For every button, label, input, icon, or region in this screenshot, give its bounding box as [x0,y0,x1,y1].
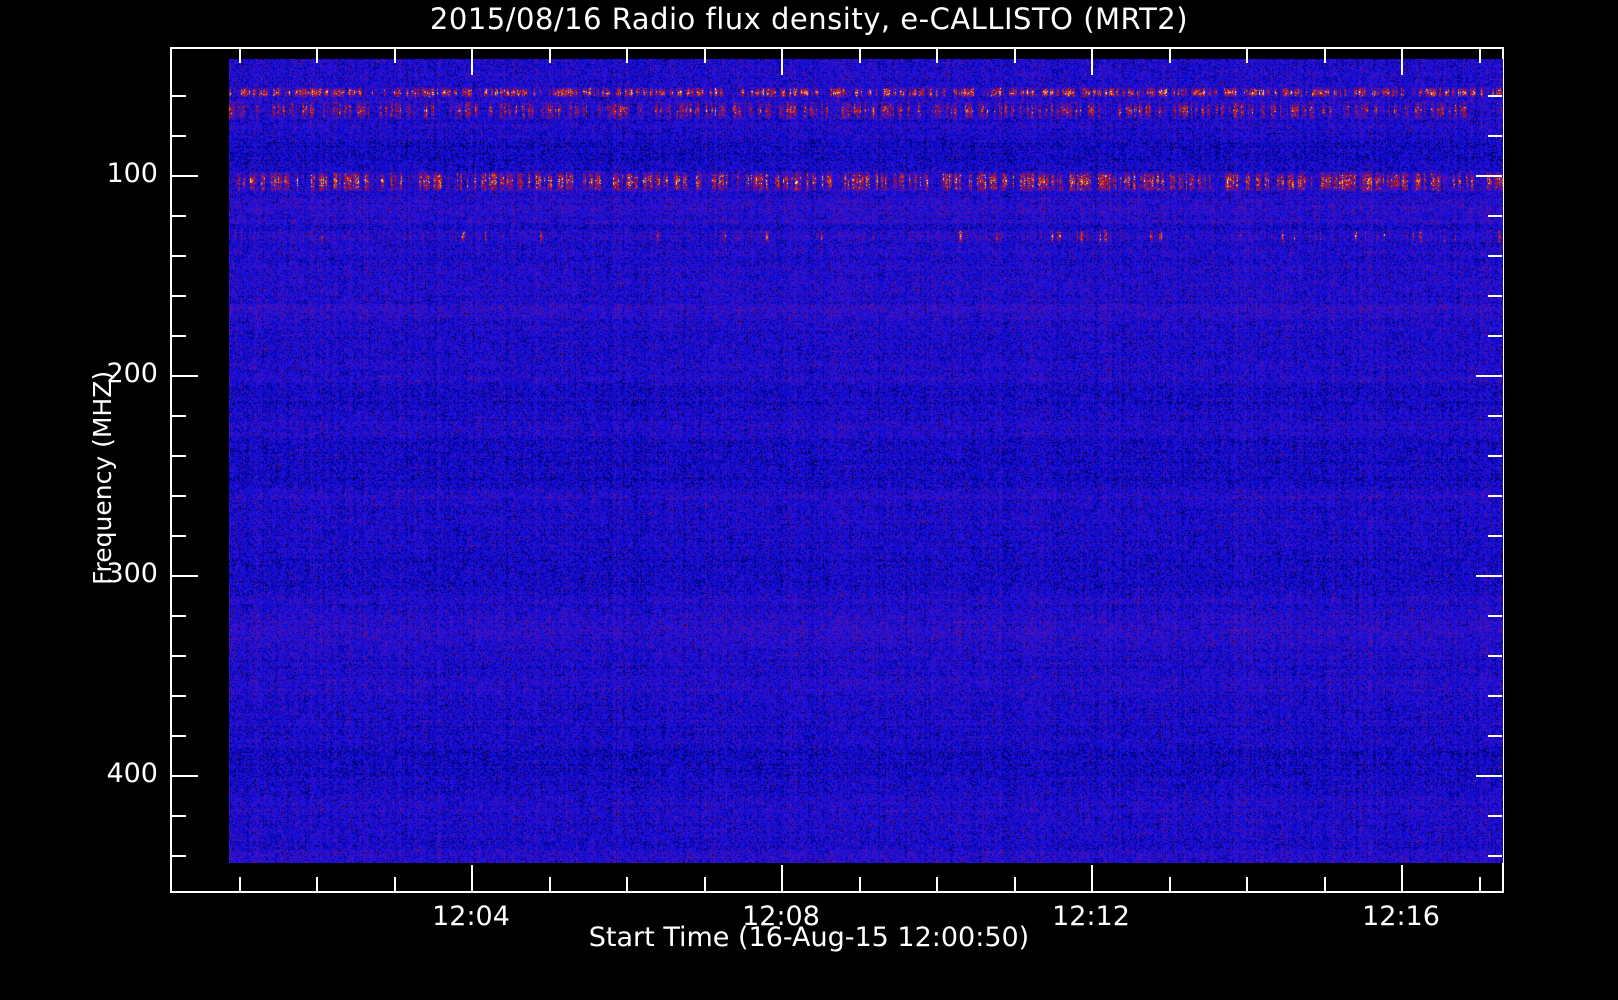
y-minor-tick-right [1488,655,1502,657]
x-minor-tick-top [936,49,938,63]
x-minor-tick [1246,877,1248,891]
y-minor-tick-right [1488,695,1502,697]
x-minor-tick-top [316,49,318,63]
y-tick-label: 100 [106,158,158,189]
y-major-tick-right [1476,375,1502,377]
y-minor-tick-right [1488,535,1502,537]
y-axis-title: Frequency (MHZ) [88,370,117,585]
x-minor-tick [1479,877,1481,891]
y-minor-tick [172,735,186,737]
y-minor-tick-right [1488,735,1502,737]
x-minor-tick-top [1324,49,1326,63]
x-minor-tick-top [1014,49,1016,63]
y-minor-tick [172,335,186,337]
x-minor-tick [239,877,241,891]
y-tick-label: 200 [106,358,158,389]
x-tick-label: 12:16 [1362,901,1440,932]
x-tick-label: 12:04 [432,901,510,932]
x-minor-tick [549,877,551,891]
y-major-tick [172,375,198,377]
y-major-tick [172,575,198,577]
y-tick-label: 400 [106,758,158,789]
x-minor-tick-top [1479,49,1481,63]
y-minor-tick [172,215,186,217]
x-major-tick [1091,865,1093,891]
y-minor-tick [172,455,186,457]
x-major-tick-top [781,49,783,75]
y-minor-tick-right [1488,455,1502,457]
x-minor-tick-top [239,49,241,63]
y-minor-tick [172,815,186,817]
spectrogram-canvas [229,59,1503,863]
x-major-tick [1401,865,1403,891]
x-axis-title: Start Time (16-Aug-15 12:00:50) [588,922,1030,953]
y-minor-tick-right [1488,255,1502,257]
y-major-tick [172,175,198,177]
x-major-tick [781,865,783,891]
y-major-tick-right [1476,775,1502,777]
x-minor-tick [316,877,318,891]
y-minor-tick [172,415,186,417]
y-minor-tick-right [1488,215,1502,217]
spectrogram-image [229,59,1503,863]
y-minor-tick-right [1488,495,1502,497]
x-minor-tick-top [859,49,861,63]
y-minor-tick [172,495,186,497]
y-minor-tick-right [1488,615,1502,617]
y-minor-tick [172,295,186,297]
x-tick-label: 12:08 [742,901,820,932]
page-title: 2015/08/16 Radio flux density, e-CALLIST… [429,2,1189,36]
y-minor-tick-right [1488,855,1502,857]
y-minor-tick [172,655,186,657]
x-minor-tick [626,877,628,891]
x-minor-tick-top [1169,49,1171,63]
x-minor-tick [1014,877,1016,891]
y-minor-tick [172,535,186,537]
x-minor-tick-top [394,49,396,63]
x-minor-tick-top [1246,49,1248,63]
y-minor-tick-right [1488,135,1502,137]
x-minor-tick [704,877,706,891]
y-major-tick-right [1476,575,1502,577]
y-minor-tick-right [1488,295,1502,297]
x-minor-tick-top [704,49,706,63]
y-minor-tick-right [1488,95,1502,97]
y-minor-tick [172,695,186,697]
y-minor-tick [172,855,186,857]
y-tick-label: 300 [106,558,158,589]
x-major-tick-top [1401,49,1403,75]
x-minor-tick [859,877,861,891]
x-tick-label: 12:12 [1052,901,1130,932]
x-major-tick-top [1091,49,1093,75]
x-minor-tick [394,877,396,891]
y-major-tick [172,775,198,777]
x-minor-tick [1324,877,1326,891]
y-minor-tick [172,255,186,257]
x-major-tick-top [471,49,473,75]
x-major-tick [471,865,473,891]
x-minor-tick-top [549,49,551,63]
y-major-tick-right [1476,175,1502,177]
x-minor-tick-top [626,49,628,63]
y-minor-tick-right [1488,335,1502,337]
x-minor-tick [1169,877,1171,891]
y-minor-tick [172,95,186,97]
x-minor-tick [936,877,938,891]
y-minor-tick-right [1488,415,1502,417]
y-minor-tick [172,135,186,137]
y-minor-tick [172,615,186,617]
y-minor-tick-right [1488,815,1502,817]
